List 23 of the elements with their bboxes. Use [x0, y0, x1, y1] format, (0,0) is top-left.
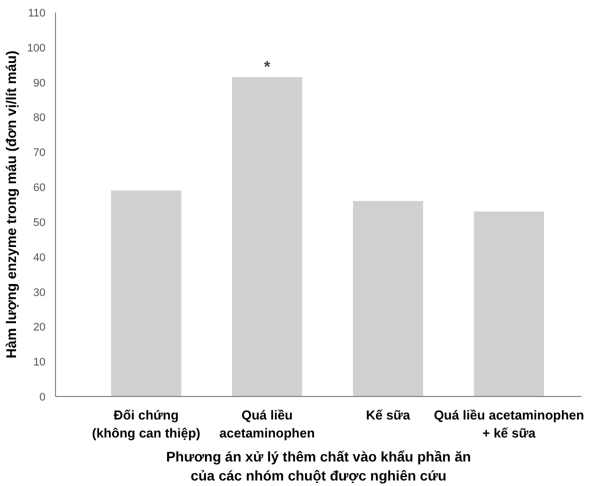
- y-tick-label: 50: [33, 216, 46, 229]
- annotation: *: [264, 59, 271, 76]
- y-tick-label: 80: [33, 112, 46, 124]
- x-tick-label: Đối chứng (không can thiệp): [92, 408, 200, 440]
- y-tick-label: 70: [33, 147, 46, 160]
- x-axis-title: Phương án xử lý thêm chất vào khẩu phần ăn của các nhóm chuột được nghiên cứu: [166, 448, 471, 484]
- bar: [474, 211, 544, 396]
- y-tick-label: 0: [39, 392, 46, 404]
- bar: [111, 190, 182, 396]
- y-tick-label: 60: [33, 182, 46, 194]
- y-axis-title: Hàm lượng enzyme trong máu (đơn vị/lít máu): [3, 50, 20, 358]
- y-tick-label: 10: [33, 356, 46, 369]
- x-tick-label: Quá liều acetaminophen + kế sữa: [434, 408, 584, 440]
- x-tick-label: Quá liều acetaminophen: [219, 408, 315, 440]
- bar: [232, 77, 302, 396]
- y-tick-label: 20: [33, 322, 46, 334]
- y-tick-label: 110: [28, 8, 46, 20]
- y-tick-label: 100: [27, 42, 46, 54]
- y-tick-label: 90: [33, 77, 46, 90]
- y-tick-label: 30: [33, 286, 46, 299]
- x-tick-label: Kế sữa: [366, 408, 411, 422]
- y-tick-label: 40: [33, 252, 46, 264]
- bar: [352, 201, 424, 396]
